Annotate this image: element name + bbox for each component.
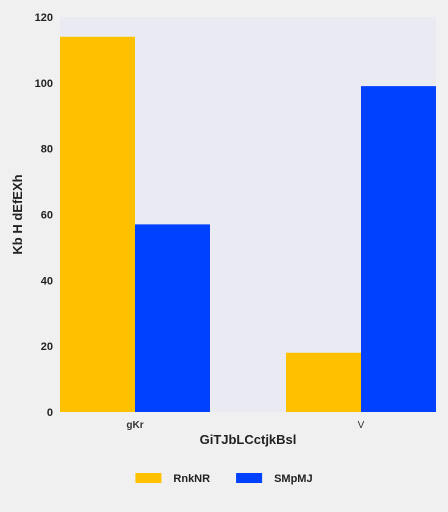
x-axis-title: GiTJbLCctjkBsl — [200, 432, 297, 447]
legend-swatch — [236, 473, 263, 483]
bar-SMpMJ-gKr — [135, 224, 210, 412]
x-tick-label: V — [358, 420, 365, 431]
y-tick-label: 20 — [41, 341, 53, 353]
bar-SMpMJ-V — [361, 86, 436, 412]
bars — [60, 36, 436, 412]
bar-RnkNR-gKr — [60, 36, 135, 412]
y-tick-label: 0 — [47, 407, 53, 419]
legend-label: RnkNR — [173, 473, 210, 485]
y-tick-label: 80 — [41, 144, 53, 156]
y-tick-label: 120 — [35, 12, 53, 24]
y-axis-ticks: 0 20 40 60 80 100 120 — [35, 12, 53, 419]
legend-swatch — [135, 473, 162, 483]
y-tick-label: 100 — [35, 78, 53, 90]
legend: RnkNR SMpMJ — [135, 473, 313, 485]
x-axis-ticks: gKr V — [126, 420, 364, 431]
y-tick-label: 60 — [41, 210, 53, 222]
y-tick-label: 40 — [41, 275, 53, 287]
bar-RnkNR-V — [286, 352, 361, 412]
y-axis-title: Kb H dEfEXh — [10, 174, 25, 254]
legend-label: SMpMJ — [274, 473, 313, 485]
x-tick-label: gKr — [126, 420, 143, 431]
